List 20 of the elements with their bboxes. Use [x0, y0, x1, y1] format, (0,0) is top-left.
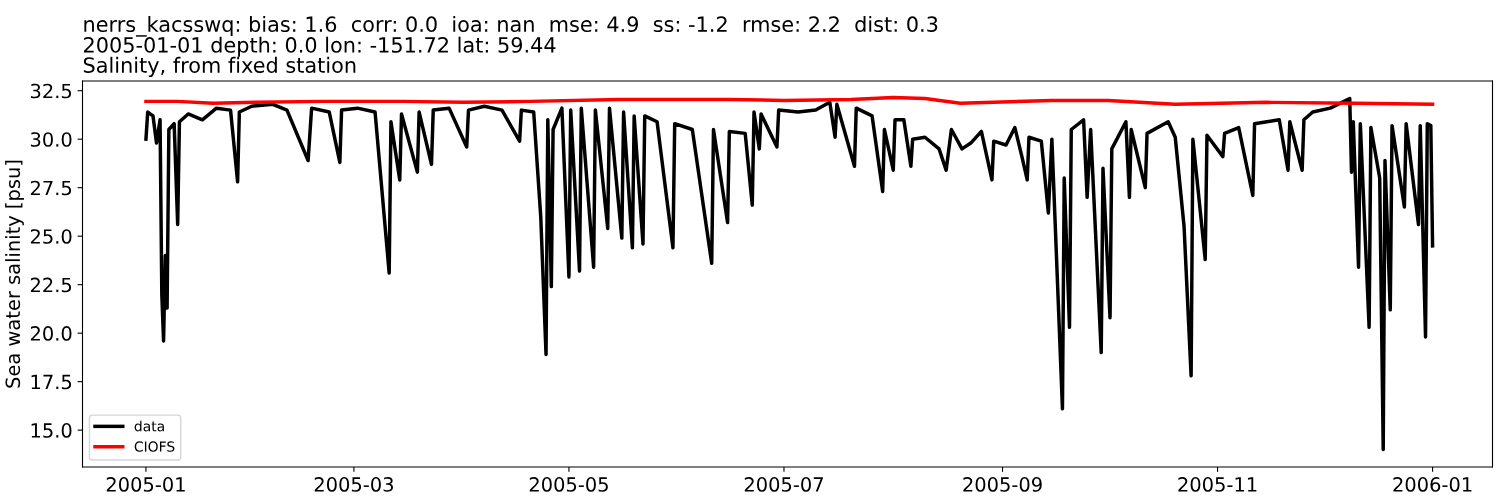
y-axis-title: Sea water salinity [psu]	[5, 160, 24, 388]
y-tick-label: 20.0	[30, 326, 72, 341]
x-tick-label: 2006-01	[1393, 477, 1472, 492]
x-tick-label: 2005-11	[1178, 477, 1257, 492]
chart-title: nerrs_kacsswq: bias: 1.6 corr: 0.0 ioa: nan mse: 4.9 ss: -1.2 rmse: 2.2 dist: 0.3 2005-01-01 depth: 0.0 lon: -151.72 lat: 59.44 Salinity, from fixed station	[83, 15, 938, 77]
x-tick-label: 2005-07	[744, 477, 823, 492]
y-tick-label: 27.5	[30, 180, 72, 196]
y-tick-label: 32.5	[30, 83, 72, 99]
y-tick-label: 30.0	[30, 132, 72, 147]
line-series	[144, 95, 1435, 107]
x-tick-label: 2005-03	[314, 477, 393, 492]
y-tick-label: 15.0	[31, 423, 72, 438]
y-tick-label: 25.0	[30, 229, 72, 244]
y-tick-label: 22.5	[30, 277, 72, 293]
y-tick-label: 17.5	[31, 374, 72, 390]
legend-label: CIOFS	[134, 441, 175, 452]
x-tick-label: 2005-09	[963, 477, 1042, 492]
x-tick-label: 2005-01	[106, 477, 185, 492]
legend-label: data	[134, 420, 164, 432]
x-tick-label: 2005-05	[529, 477, 608, 492]
